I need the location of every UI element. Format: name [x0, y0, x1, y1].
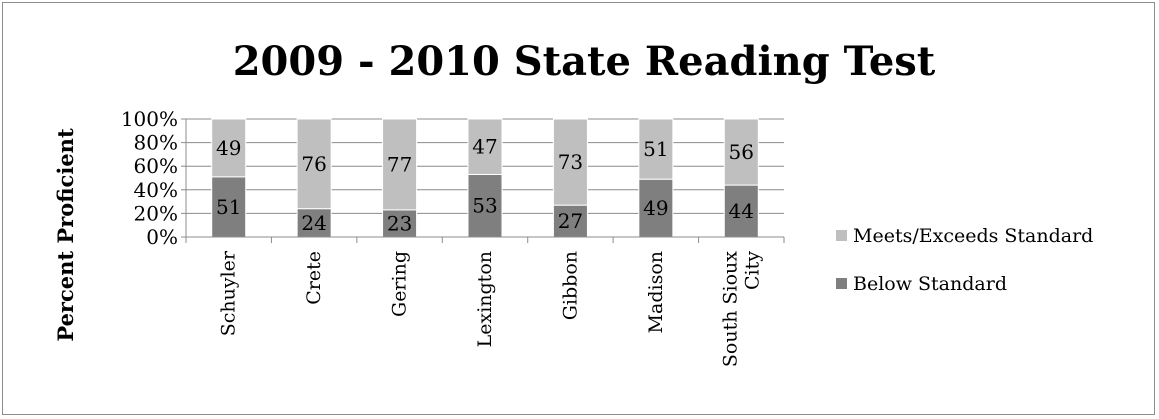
data-label: 51 [643, 137, 668, 161]
y-tick-label: 80% [134, 131, 178, 155]
bars: 51 49 24 76 23 77 53 47 27 73 49 51 44 56 [211, 118, 759, 238]
bar-meets-exceeds-standard [382, 118, 418, 211]
bar-below-standard [723, 184, 759, 238]
data-label: 51 [216, 195, 241, 219]
bar-meets-exceeds-standard [723, 118, 759, 186]
x-category-label: Gering [389, 251, 411, 317]
x-category-label: South SiouxCity [719, 251, 763, 367]
data-label: 24 [301, 211, 326, 235]
legend: Meets/Exceeds Standard Below Standard [836, 225, 1093, 295]
data-label: 44 [729, 199, 754, 223]
x-category-label: Madison [645, 251, 667, 333]
legend-swatch [836, 278, 847, 289]
bar-below-standard [467, 173, 503, 238]
chart-title: 2009 - 2010 State Reading Test [233, 38, 936, 85]
data-label: 49 [643, 196, 668, 220]
x-category-label: Lexington [474, 251, 496, 347]
x-category-label: Gibbon [559, 251, 581, 320]
y-tick-label: 20% [134, 201, 178, 225]
bar-meets-exceeds-standard [467, 118, 503, 175]
y-tick-label: 100% [121, 107, 178, 131]
data-label: 47 [472, 135, 497, 159]
data-label: 27 [558, 209, 583, 233]
legend-label: Below Standard [853, 273, 1007, 295]
data-label: 49 [216, 136, 241, 160]
legend-swatch [836, 230, 847, 241]
axes: 0%20%40%60%80%100% Schuyler Crete Gering Lex… [121, 107, 785, 367]
bar-below-standard [552, 204, 588, 238]
y-tick-label: 0% [146, 225, 178, 249]
data-label: 76 [301, 152, 326, 176]
x-category-label: Crete [303, 251, 325, 305]
bar-meets-exceeds-standard [638, 118, 674, 180]
bar-meets-exceeds-standard [211, 118, 247, 178]
data-label: 23 [387, 211, 412, 235]
y-tick-label: 40% [134, 178, 178, 202]
x-category-label: Schuyler [218, 250, 240, 336]
stacked-bar-chart: 2009 - 2010 State Reading Test Percent P… [53, 38, 1093, 367]
data-label: 77 [387, 152, 412, 176]
bar-meets-exceeds-standard [296, 118, 332, 210]
y-tick-label: 60% [134, 154, 178, 178]
bar-below-standard [211, 176, 247, 238]
legend-label: Meets/Exceeds Standard [853, 225, 1093, 247]
data-label: 53 [472, 194, 497, 218]
y-axis-title: Percent Proficient [53, 128, 78, 342]
data-label: 73 [558, 150, 583, 174]
bar-meets-exceeds-standard [552, 118, 588, 206]
data-label: 56 [729, 140, 754, 164]
